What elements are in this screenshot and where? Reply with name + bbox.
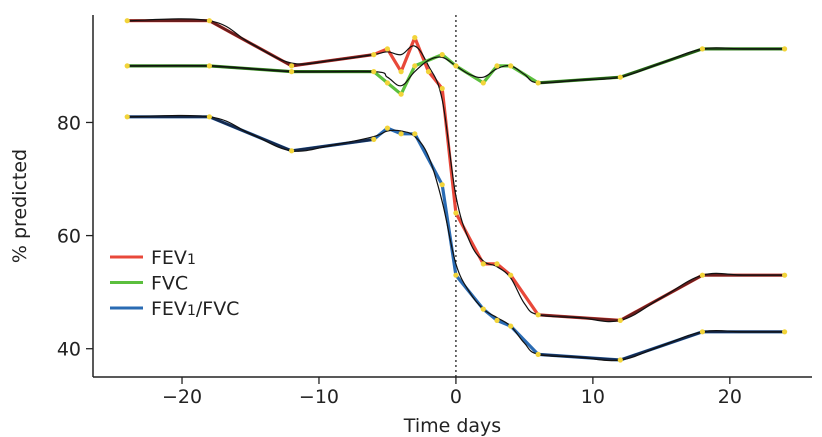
legend-entry-label: FEV1/FVC	[151, 298, 239, 320]
data-point	[206, 63, 212, 69]
legend-label-main: FVC	[151, 273, 188, 295]
y-tick-label: 60	[57, 226, 81, 248]
legend-label-main: FEV	[151, 298, 187, 320]
data-point	[371, 69, 377, 75]
legend-entry-label: FEV1	[151, 247, 196, 269]
data-point	[453, 210, 459, 216]
data-point	[699, 46, 706, 52]
data-point	[782, 329, 788, 335]
data-point	[494, 63, 500, 69]
data-point	[535, 351, 541, 357]
data-point	[124, 18, 130, 24]
x-tick-label: −10	[299, 386, 339, 408]
data-point	[384, 46, 390, 52]
data-point	[782, 272, 788, 278]
tick-layer: −20 −10 0 10 20 40 60 80	[57, 112, 742, 408]
x-tick-label: 0	[450, 386, 462, 408]
data-point	[480, 80, 486, 86]
data-point	[384, 80, 390, 86]
data-point	[453, 272, 459, 278]
data-point	[480, 261, 486, 267]
data-point	[206, 18, 212, 24]
y-tick-label: 80	[57, 112, 81, 134]
series-line	[125, 115, 787, 362]
data-point	[617, 317, 623, 323]
data-point	[494, 261, 500, 267]
axes	[92, 15, 812, 378]
series-layer	[124, 18, 788, 363]
data-point	[480, 306, 486, 312]
legend-label-subscript: 1	[187, 252, 196, 268]
data-point	[206, 114, 212, 120]
data-point	[398, 131, 404, 137]
data-point	[398, 91, 404, 97]
data-point	[699, 272, 706, 278]
data-point	[124, 63, 130, 69]
series-group	[124, 114, 788, 363]
data-point	[508, 272, 514, 278]
data-point	[535, 80, 541, 86]
legend-entry-label: FVC	[151, 273, 188, 295]
series-group	[124, 18, 788, 323]
data-point	[289, 69, 295, 75]
data-point	[535, 312, 541, 318]
data-point	[439, 85, 445, 92]
data-point	[453, 63, 459, 69]
data-point	[124, 114, 130, 120]
y-tick-label: 40	[57, 339, 81, 361]
data-point	[494, 317, 500, 323]
y-axis-label: % predicted	[9, 149, 31, 263]
data-point	[617, 74, 623, 80]
x-tick-label: −20	[162, 386, 202, 408]
fit-curve	[127, 114, 785, 362]
data-point	[412, 35, 418, 41]
data-point	[412, 131, 418, 137]
data-point	[439, 52, 445, 58]
x-axis-label: Time days	[403, 415, 501, 437]
data-point	[412, 63, 418, 69]
data-point	[384, 125, 390, 131]
data-point	[782, 46, 788, 52]
data-point	[508, 323, 514, 329]
legend-label-main: FEV	[151, 247, 187, 269]
data-point	[508, 63, 514, 69]
data-point	[289, 63, 295, 69]
data-point	[699, 329, 706, 335]
series-group	[124, 46, 788, 97]
legend-label-subscript: 1	[187, 303, 196, 319]
data-point	[439, 182, 445, 188]
series-line-overlay	[538, 47, 785, 85]
data-point	[425, 69, 432, 75]
legend-label-tail: /FVC	[196, 298, 240, 320]
data-point	[371, 52, 377, 58]
x-tick-label: 20	[718, 386, 742, 408]
data-point	[371, 136, 377, 142]
data-point	[289, 148, 295, 154]
x-tick-label: 10	[581, 386, 605, 408]
data-point	[398, 69, 404, 75]
data-point	[617, 357, 623, 363]
